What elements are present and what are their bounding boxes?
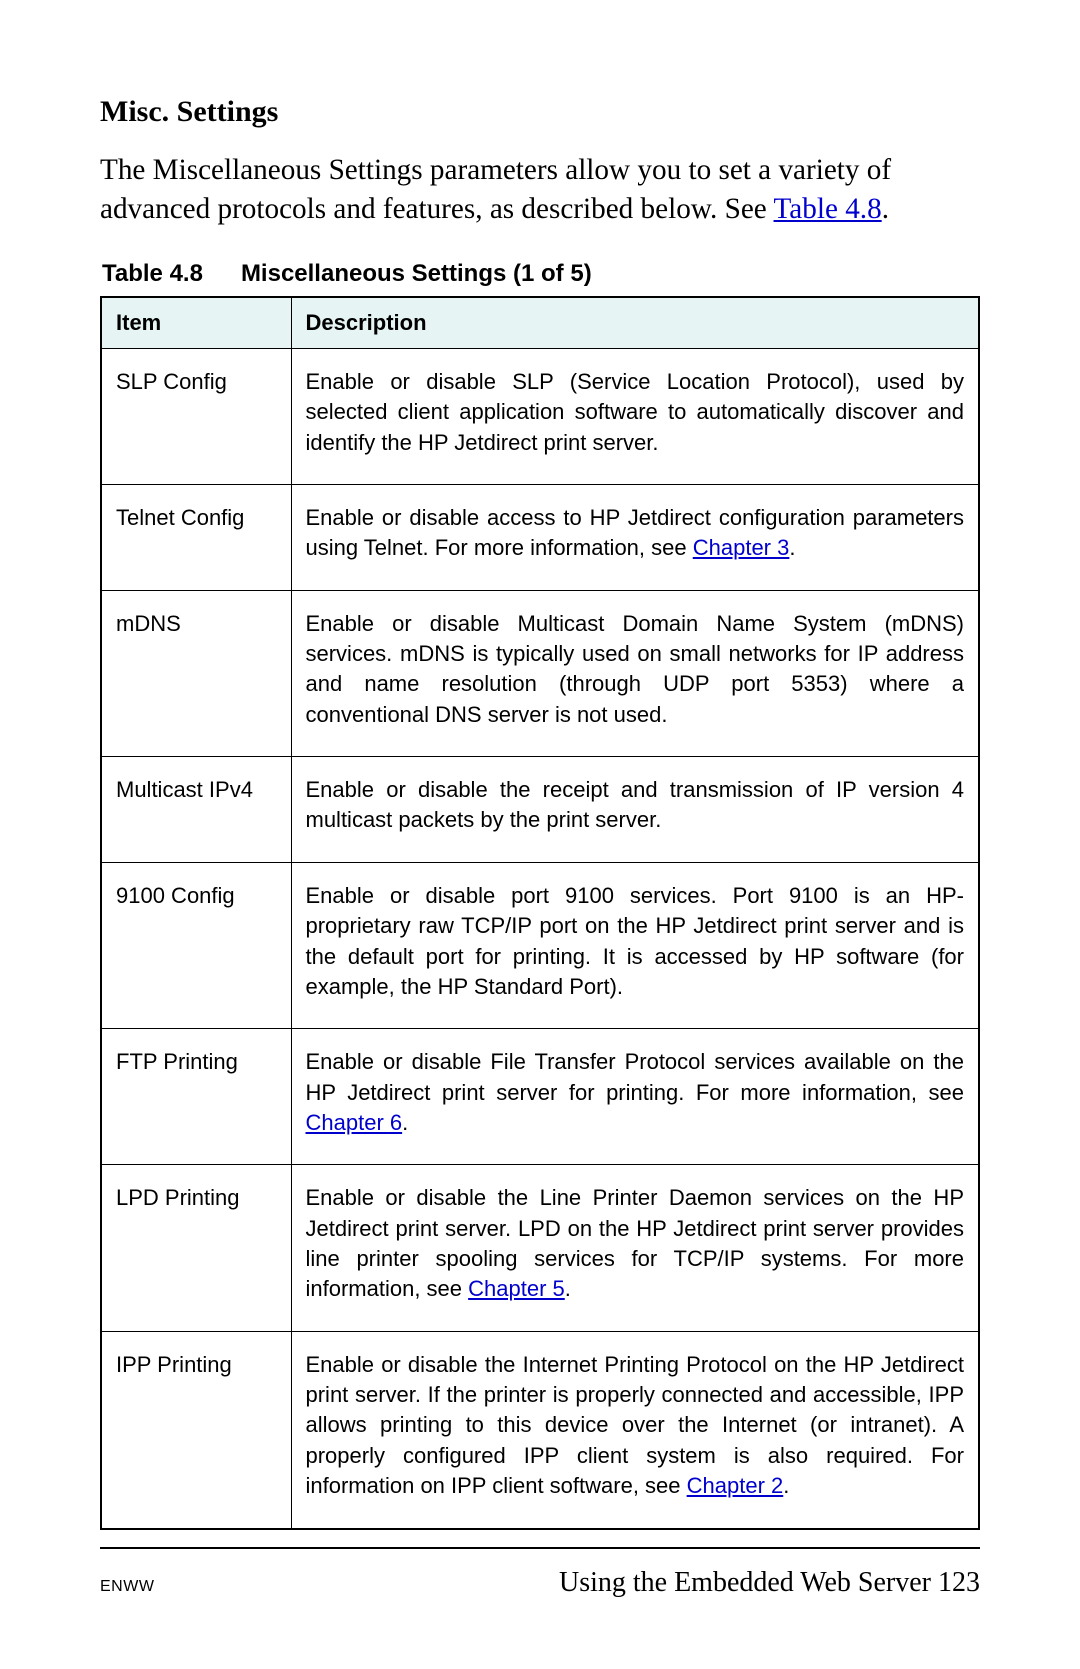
desc-cell: Enable or disable access to HP Jetdirect… bbox=[291, 484, 979, 590]
desc-cell: Enable or disable the Internet Printing … bbox=[291, 1331, 979, 1528]
desc-text: Enable or disable access to HP Jetdirect… bbox=[306, 505, 965, 560]
desc-text: Enable or disable the Line Printer Daemo… bbox=[306, 1185, 965, 1301]
settings-table: Item Description SLP Config Enable or di… bbox=[100, 296, 980, 1530]
desc-text: . bbox=[789, 535, 795, 560]
table-row: Telnet Config Enable or disable access t… bbox=[101, 484, 979, 590]
desc-text: Enable or disable File Transfer Protocol… bbox=[306, 1049, 965, 1104]
section-heading: Misc. Settings bbox=[100, 95, 980, 129]
footer-left: ENWW bbox=[100, 1578, 154, 1596]
footer-chapter-title: Using the Embedded Web Server bbox=[559, 1567, 938, 1598]
intro-text-1: The Miscellaneous Settings parameters al… bbox=[100, 154, 891, 225]
item-cell: Telnet Config bbox=[101, 484, 291, 590]
item-cell: SLP Config bbox=[101, 348, 291, 484]
intro-paragraph: The Miscellaneous Settings parameters al… bbox=[100, 151, 980, 230]
item-cell: 9100 Config bbox=[101, 862, 291, 1028]
desc-cell: Enable or disable File Transfer Protocol… bbox=[291, 1029, 979, 1165]
table-ref-link[interactable]: Table 4.8 bbox=[774, 193, 882, 225]
table-caption: Table 4.8 Miscellaneous Settings (1 of 5) bbox=[102, 260, 980, 288]
desc-cell: Enable or disable Multicast Domain Name … bbox=[291, 590, 979, 756]
desc-text: Enable or disable the Internet Printing … bbox=[306, 1352, 965, 1498]
intro-text-2: . bbox=[882, 193, 889, 225]
footer-right: Using the Embedded Web Server 123 bbox=[559, 1567, 980, 1599]
table-row: FTP Printing Enable or disable File Tran… bbox=[101, 1029, 979, 1165]
table-caption-label: Table 4.8 bbox=[102, 260, 203, 288]
chapter-link[interactable]: Chapter 5 bbox=[468, 1276, 565, 1301]
th-item: Item bbox=[101, 297, 291, 349]
th-description: Description bbox=[291, 297, 979, 349]
desc-cell: Enable or disable port 9100 services. Po… bbox=[291, 862, 979, 1028]
page-footer: ENWW Using the Embedded Web Server 123 bbox=[100, 1567, 980, 1599]
item-cell: FTP Printing bbox=[101, 1029, 291, 1165]
table-row: Multicast IPv4 Enable or disable the rec… bbox=[101, 757, 979, 863]
table-caption-title: Miscellaneous Settings (1 of 5) bbox=[241, 260, 592, 287]
item-cell: IPP Printing bbox=[101, 1331, 291, 1528]
table-row: mDNS Enable or disable Multicast Domain … bbox=[101, 590, 979, 756]
footer-rule bbox=[100, 1547, 980, 1549]
desc-text: . bbox=[783, 1473, 789, 1498]
desc-cell: Enable or disable SLP (Service Location … bbox=[291, 348, 979, 484]
desc-text: . bbox=[565, 1276, 571, 1301]
chapter-link[interactable]: Chapter 6 bbox=[306, 1110, 403, 1135]
page-number: 123 bbox=[938, 1567, 980, 1598]
table-row: 9100 Config Enable or disable port 9100 … bbox=[101, 862, 979, 1028]
item-cell: Multicast IPv4 bbox=[101, 757, 291, 863]
desc-text: . bbox=[402, 1110, 408, 1135]
table-row: SLP Config Enable or disable SLP (Servic… bbox=[101, 348, 979, 484]
table-row: LPD Printing Enable or disable the Line … bbox=[101, 1165, 979, 1331]
item-cell: LPD Printing bbox=[101, 1165, 291, 1331]
table-row: IPP Printing Enable or disable the Inter… bbox=[101, 1331, 979, 1528]
item-cell: mDNS bbox=[101, 590, 291, 756]
desc-cell: Enable or disable the Line Printer Daemo… bbox=[291, 1165, 979, 1331]
desc-cell: Enable or disable the receipt and transm… bbox=[291, 757, 979, 863]
chapter-link[interactable]: Chapter 3 bbox=[693, 535, 790, 560]
chapter-link[interactable]: Chapter 2 bbox=[687, 1473, 784, 1498]
